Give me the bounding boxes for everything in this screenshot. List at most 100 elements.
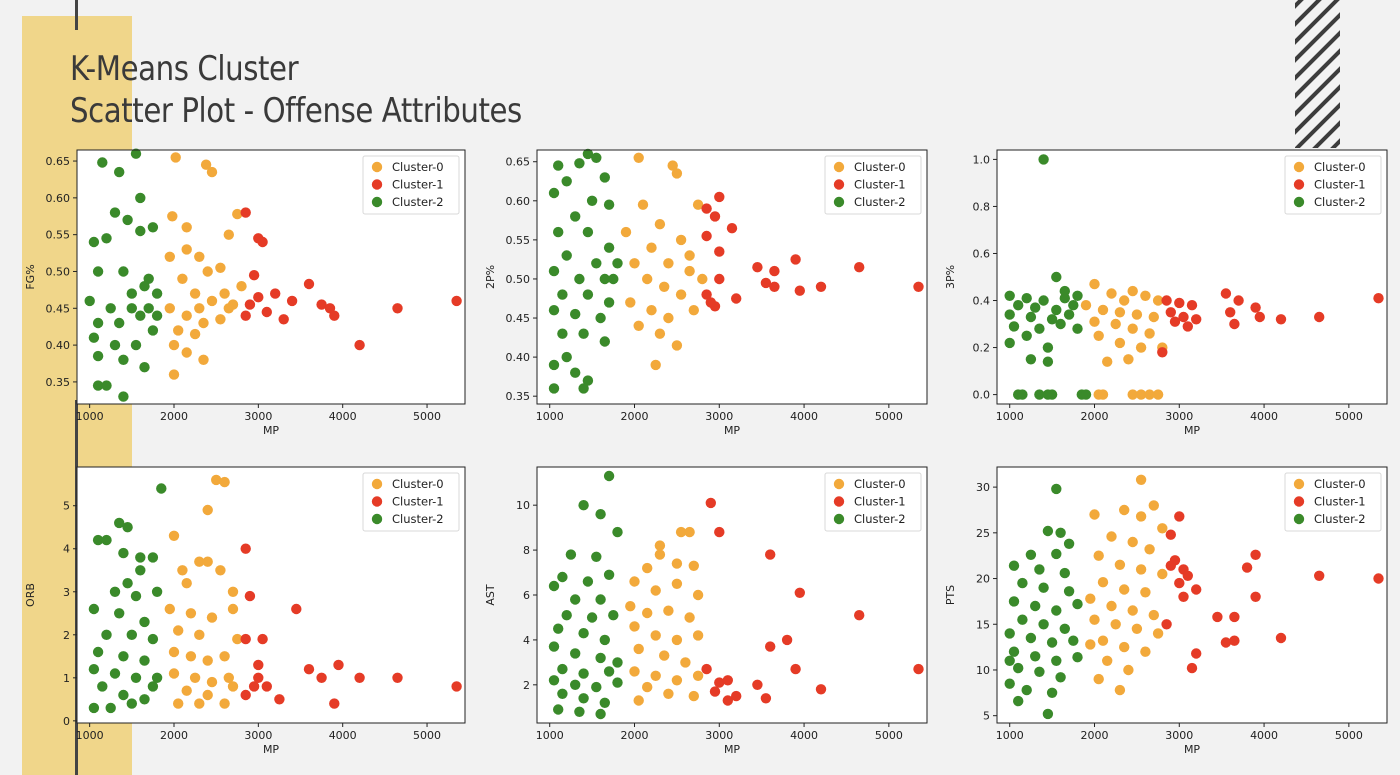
data-point-cluster-0 — [1123, 354, 1134, 365]
data-point-cluster-0 — [625, 601, 636, 612]
data-point-cluster-0 — [692, 589, 704, 601]
data-point-cluster-2 — [1068, 635, 1079, 646]
data-point-cluster-0 — [194, 556, 205, 567]
y-tick-label: 0.60 — [506, 195, 531, 208]
data-point-cluster-0 — [1157, 523, 1168, 534]
data-point-cluster-2 — [1038, 619, 1049, 630]
data-point-cluster-1 — [854, 262, 865, 273]
data-point-cluster-2 — [101, 629, 112, 640]
data-point-cluster-0 — [1123, 664, 1134, 676]
data-point-cluster-2 — [126, 698, 137, 709]
data-point-cluster-1 — [240, 543, 251, 554]
data-point-cluster-2 — [582, 148, 594, 160]
data-point-cluster-1 — [1165, 560, 1176, 571]
y-axis-label: PTS — [944, 585, 957, 605]
data-point-cluster-2 — [109, 339, 121, 351]
data-point-cluster-0 — [650, 585, 661, 596]
data-point-cluster-0 — [194, 251, 205, 262]
y-tick-label: 6 — [523, 589, 530, 602]
data-point-cluster-0 — [659, 650, 670, 661]
data-point-cluster-0 — [671, 168, 683, 179]
data-point-cluster-1 — [794, 587, 805, 598]
legend-label-cluster-1: Cluster-1 — [392, 178, 444, 192]
data-point-cluster-0 — [1135, 474, 1147, 485]
data-point-cluster-0 — [1114, 559, 1126, 570]
data-point-cluster-1 — [248, 270, 260, 281]
data-point-cluster-2 — [135, 192, 146, 204]
data-point-cluster-1 — [316, 672, 327, 683]
x-axis-label: MP — [1184, 743, 1200, 756]
data-point-cluster-0 — [1152, 389, 1164, 400]
data-point-cluster-1 — [1225, 307, 1236, 318]
x-tick-label: 5000 — [1335, 729, 1363, 742]
x-tick-label: 1000 — [536, 410, 564, 423]
data-point-cluster-0 — [167, 211, 178, 222]
data-point-cluster-2 — [130, 672, 142, 683]
data-point-cluster-1 — [815, 281, 827, 292]
data-point-cluster-2 — [135, 225, 146, 237]
legend-marker-cluster-0 — [833, 161, 845, 173]
data-point-cluster-2 — [548, 187, 560, 199]
data-point-cluster-0 — [1127, 323, 1138, 334]
data-point-cluster-2 — [151, 586, 163, 597]
data-point-cluster-1 — [701, 203, 712, 214]
data-point-cluster-1 — [354, 672, 365, 683]
data-point-cluster-0 — [1152, 628, 1164, 639]
data-point-cluster-2 — [586, 195, 598, 206]
data-point-cluster-0 — [654, 328, 666, 339]
data-point-cluster-1 — [329, 310, 340, 321]
data-point-cluster-2 — [612, 657, 623, 668]
data-point-cluster-0 — [633, 152, 644, 163]
data-point-cluster-2 — [553, 704, 564, 715]
data-point-cluster-1 — [286, 295, 298, 307]
x-tick-label: 3000 — [244, 410, 272, 423]
data-point-cluster-1 — [240, 310, 251, 321]
data-point-cluster-2 — [147, 681, 159, 692]
x-tick-label: 4000 — [1250, 410, 1278, 423]
data-point-cluster-0 — [646, 242, 657, 253]
data-point-cluster-2 — [1004, 290, 1015, 301]
data-point-cluster-2 — [1030, 600, 1041, 612]
data-point-cluster-0 — [692, 630, 704, 641]
data-point-cluster-0 — [654, 549, 666, 560]
data-point-cluster-1 — [1178, 591, 1189, 602]
data-point-cluster-0 — [650, 630, 661, 641]
data-point-cluster-0 — [1135, 342, 1147, 353]
data-point-cluster-1 — [1233, 295, 1244, 306]
data-point-cluster-2 — [92, 317, 104, 329]
data-point-cluster-1 — [1250, 591, 1261, 602]
data-point-cluster-0 — [1102, 655, 1113, 666]
data-point-cluster-2 — [608, 273, 619, 285]
data-point-cluster-0 — [168, 339, 180, 351]
data-point-cluster-2 — [591, 551, 602, 562]
data-point-cluster-0 — [642, 681, 653, 693]
data-point-cluster-0 — [198, 317, 209, 329]
x-tick-label: 1000 — [76, 410, 104, 423]
data-point-cluster-1 — [261, 306, 272, 318]
data-point-cluster-2 — [114, 608, 125, 619]
data-point-cluster-2 — [126, 288, 137, 299]
y-axis-label: FG% — [24, 264, 37, 289]
data-point-cluster-0 — [1114, 307, 1126, 318]
scatter-fg-pct: 1000 2000 3000 4000 5000 0.35 0.40 0.45 0.50 0.55… — [24, 148, 466, 437]
y-tick-label: 0.45 — [46, 302, 71, 315]
data-point-cluster-0 — [1127, 389, 1138, 400]
data-point-cluster-1 — [701, 289, 712, 300]
data-point-cluster-1 — [1165, 529, 1176, 540]
data-point-cluster-2 — [553, 623, 564, 634]
data-point-cluster-0 — [232, 208, 243, 220]
accent-line-top — [75, 0, 78, 30]
data-point-cluster-1 — [1191, 648, 1202, 659]
data-point-cluster-0 — [202, 504, 213, 516]
data-point-cluster-2 — [1046, 687, 1058, 698]
data-point-cluster-2 — [1055, 672, 1066, 683]
legend-label-cluster-1: Cluster-1 — [1314, 495, 1366, 509]
y-tick-label: 3 — [63, 586, 70, 599]
data-point-cluster-0 — [164, 603, 175, 615]
data-point-cluster-2 — [130, 590, 142, 602]
data-point-cluster-2 — [1072, 323, 1083, 334]
data-point-cluster-2 — [156, 483, 167, 494]
data-point-cluster-0 — [629, 576, 640, 587]
data-point-cluster-1 — [1314, 570, 1325, 581]
data-point-cluster-0 — [1131, 309, 1143, 320]
